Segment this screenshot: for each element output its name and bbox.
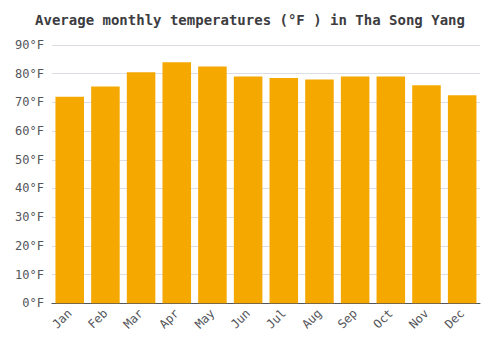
svg-text:80°F: 80°F bbox=[15, 67, 44, 81]
svg-text:0°F: 0°F bbox=[22, 296, 44, 310]
svg-text:Jun: Jun bbox=[228, 306, 253, 331]
svg-text:30°F: 30°F bbox=[15, 210, 44, 224]
svg-text:40°F: 40°F bbox=[15, 181, 44, 195]
svg-text:Nov: Nov bbox=[406, 306, 431, 331]
svg-text:Aug: Aug bbox=[299, 306, 324, 331]
svg-text:90°F: 90°F bbox=[15, 38, 44, 52]
svg-text:10°F: 10°F bbox=[15, 268, 44, 282]
svg-text:70°F: 70°F bbox=[15, 95, 44, 109]
svg-text:Average monthly temperatures (: Average monthly temperatures (°F ) in Th… bbox=[35, 12, 465, 28]
svg-text:50°F: 50°F bbox=[15, 153, 44, 167]
svg-text:20°F: 20°F bbox=[15, 239, 44, 253]
svg-text:May: May bbox=[192, 306, 217, 331]
svg-text:Sep: Sep bbox=[335, 306, 360, 331]
svg-text:Oct: Oct bbox=[371, 306, 396, 331]
svg-text:Mar: Mar bbox=[121, 306, 146, 331]
svg-text:60°F: 60°F bbox=[15, 124, 44, 138]
svg-text:Jan: Jan bbox=[49, 306, 74, 331]
svg-text:Apr: Apr bbox=[156, 306, 181, 331]
svg-text:Jul: Jul bbox=[264, 306, 289, 331]
svg-text:Feb: Feb bbox=[85, 306, 110, 331]
svg-text:Dec: Dec bbox=[442, 306, 467, 331]
